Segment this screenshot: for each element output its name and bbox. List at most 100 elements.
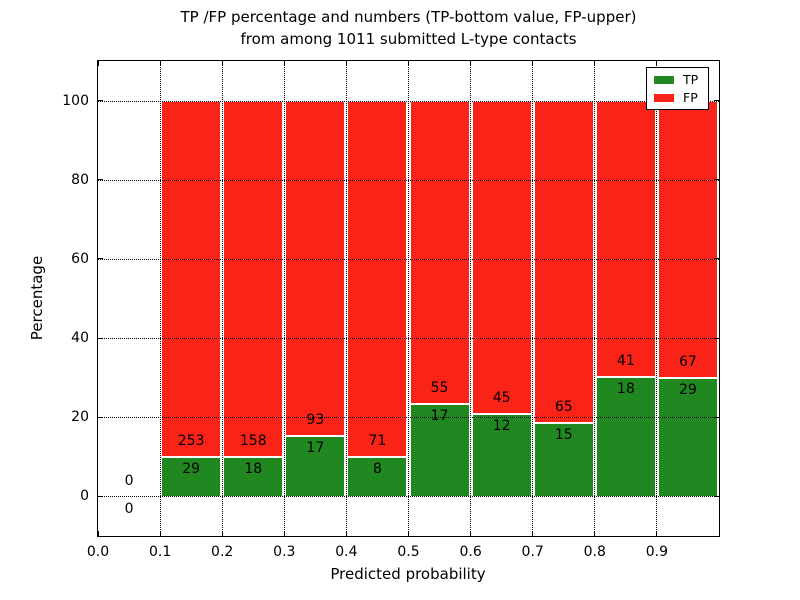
x-tick-label: 0.5 — [397, 544, 420, 560]
x-tick-bottom — [97, 531, 99, 536]
x-tick-label: 0.9 — [645, 544, 669, 560]
fp-count-label: 45 — [492, 390, 511, 407]
fp-bar-segment — [348, 100, 407, 457]
fp-bar-segment — [162, 100, 221, 456]
y-tick-right — [714, 495, 719, 497]
vertical-gridline — [656, 61, 658, 536]
x-tick-bottom — [408, 531, 409, 536]
y-tick-left — [98, 337, 103, 339]
x-tick-label: 0.0 — [86, 544, 110, 560]
vertical-gridline — [408, 61, 409, 536]
fp-count-label: 67 — [679, 353, 697, 370]
tp-count-label: 18 — [616, 380, 635, 397]
tp-count-label: 12 — [492, 418, 511, 435]
y-tick-left — [98, 179, 103, 181]
y-tick-left — [98, 258, 103, 260]
x-tick-label: 0.8 — [583, 544, 606, 560]
y-tick-right — [714, 416, 719, 418]
tp-count-label: 17 — [430, 407, 449, 424]
fp-count-label: 158 — [239, 432, 267, 449]
tp-count-label: 29 — [679, 381, 697, 398]
x-tick-label: 0.2 — [211, 544, 234, 560]
y-tick-label: 40 — [71, 330, 89, 347]
fp-count-label: 0 — [124, 473, 134, 490]
tp-bar-segment — [596, 375, 655, 497]
chart-title-line2: from among 1011 submitted L-type contact… — [240, 30, 577, 48]
tp-bar-segment — [162, 455, 221, 497]
y-tick-left — [98, 416, 103, 418]
tp-bar-segment — [348, 456, 407, 497]
x-tick-top — [221, 61, 223, 66]
fp-bar-segment — [472, 100, 531, 414]
x-axis-label: Predicted probability — [330, 565, 486, 583]
legend-item-fp: FP — [654, 91, 698, 104]
x-tick-top — [283, 61, 285, 66]
fp-count-label: 93 — [306, 412, 325, 429]
x-tick-bottom — [345, 531, 347, 536]
x-tick-bottom — [221, 531, 223, 536]
x-tick-top — [532, 61, 534, 66]
x-tick-label: 0.7 — [521, 544, 544, 560]
horizontal-gridline — [98, 496, 719, 498]
vertical-gridline — [283, 61, 285, 536]
x-tick-top — [97, 61, 99, 66]
y-tick-right — [714, 100, 719, 102]
fp-bar-segment — [596, 100, 655, 376]
fp-bar-segment — [286, 100, 345, 436]
tp-bar-segment — [658, 376, 717, 497]
fp-count-label: 41 — [616, 352, 635, 369]
vertical-gridline — [345, 61, 347, 536]
y-tick-right — [714, 258, 719, 260]
horizontal-gridline — [98, 258, 719, 260]
x-tick-top — [408, 61, 409, 66]
x-tick-bottom — [532, 531, 534, 536]
tp-count-label: 17 — [306, 440, 325, 457]
tp-count-label: 8 — [372, 461, 382, 478]
x-tick-bottom — [159, 531, 161, 536]
chart-title: TP /FP percentage and numbers (TP-bottom… — [97, 6, 720, 50]
tp-bar-segment — [286, 435, 345, 497]
vertical-gridline — [221, 61, 223, 536]
x-tick-top — [594, 61, 596, 66]
horizontal-gridline — [98, 100, 719, 102]
vertical-gridline — [594, 61, 596, 536]
y-tick-left — [98, 100, 103, 102]
legend-label-fp: FP — [683, 90, 698, 105]
vertical-gridline — [470, 61, 472, 536]
y-tick-left — [98, 495, 103, 497]
y-tick-right — [714, 337, 719, 339]
tp-count-label: 0 — [124, 501, 134, 518]
x-tick-label: 0.6 — [459, 544, 482, 560]
y-tick-label: 20 — [71, 409, 89, 426]
fp-count-label: 55 — [430, 379, 449, 396]
x-tick-label: 0.4 — [335, 544, 358, 560]
legend-item-tp: TP — [654, 73, 698, 86]
chart-title-line1: TP /FP percentage and numbers (TP-bottom… — [180, 8, 637, 26]
x-tick-top — [470, 61, 472, 66]
horizontal-gridline — [98, 417, 719, 419]
x-tick-bottom — [283, 531, 285, 536]
y-tick-right — [714, 179, 719, 181]
tp-bar-segment — [224, 455, 283, 497]
legend: TP FP — [646, 67, 710, 110]
x-tick-top — [159, 61, 161, 66]
x-tick-bottom — [656, 531, 658, 536]
tp-color-swatch — [654, 75, 674, 84]
tp-bar-segment — [472, 413, 531, 497]
y-tick-label: 0 — [80, 488, 89, 505]
x-tick-top — [656, 61, 658, 66]
fp-bar-segment — [410, 100, 469, 403]
tp-count-label: 29 — [182, 460, 201, 477]
tp-bar-segment — [410, 402, 469, 497]
fp-bar-segment — [534, 100, 593, 423]
legend-label-tp: TP — [683, 72, 699, 87]
fp-bar-segment — [658, 100, 717, 377]
y-tick-label: 100 — [62, 92, 89, 109]
horizontal-gridline — [98, 179, 719, 181]
vertical-gridline — [532, 61, 534, 536]
tp-bar-segment — [534, 422, 593, 497]
x-tick-bottom — [470, 531, 472, 536]
fp-count-label: 253 — [177, 432, 205, 449]
fp-color-swatch — [654, 93, 674, 102]
horizontal-gridline — [98, 338, 719, 340]
